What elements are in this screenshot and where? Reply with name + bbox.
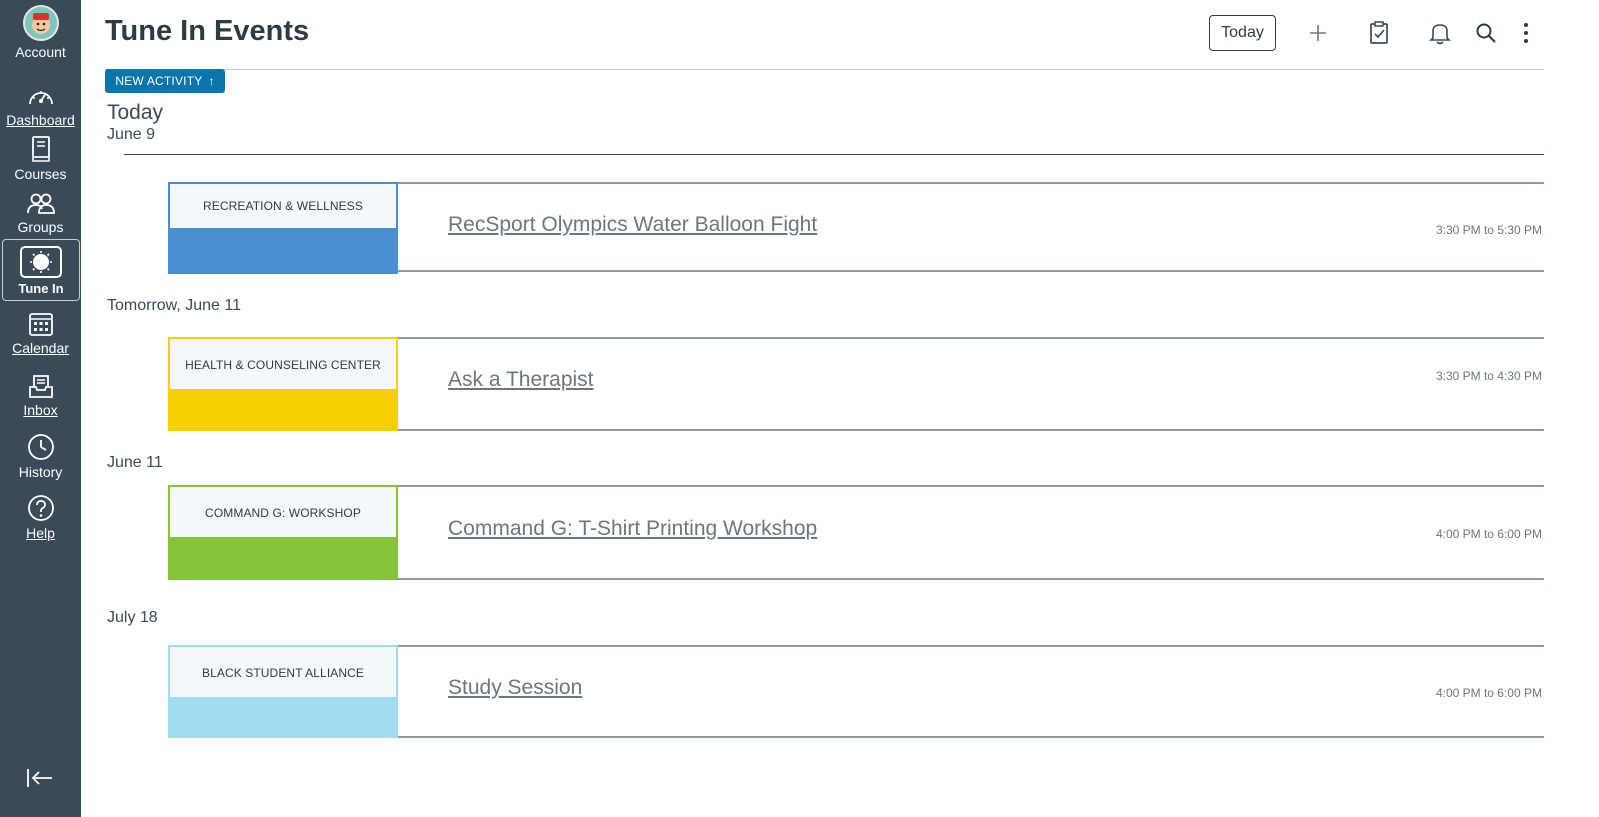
nav-help[interactable]: Help: [0, 494, 81, 541]
nav-inbox[interactable]: Inbox: [0, 373, 81, 418]
nav-dashboard[interactable]: Dashboard: [0, 85, 81, 128]
course-card: COMMAND G: WORKSHOP: [168, 485, 398, 580]
nav-groups-label: Groups: [17, 219, 64, 235]
today-divider: [124, 154, 1544, 155]
nav-inbox-label: Inbox: [23, 402, 58, 418]
nav-tunein[interactable]: Tune In: [2, 239, 80, 301]
plus-icon: [1310, 25, 1326, 41]
nav-history-label: History: [18, 464, 63, 480]
calendar-icon: [28, 313, 53, 336]
row-top-border: [398, 645, 1544, 647]
event-title-link[interactable]: RecSport Olympics Water Balloon Fight: [448, 213, 818, 236]
event-time: 3:30 PM to 5:30 PM: [1435, 223, 1542, 237]
nav-courses-label: Courses: [14, 166, 67, 182]
notifications-button[interactable]: [1427, 20, 1453, 46]
course-color-bar: [168, 697, 398, 738]
event-title-link[interactable]: Study Session: [448, 676, 583, 699]
event-title-link[interactable]: Ask a Therapist: [448, 368, 594, 391]
new-activity-button[interactable]: NEW ACTIVITY ↑: [105, 69, 225, 93]
avatar-icon: [24, 7, 57, 39]
collapse-nav-button[interactable]: [25, 766, 55, 790]
planner-header: Tune In Events Today: [105, 0, 1544, 70]
clock-icon: [27, 434, 54, 460]
nav-courses[interactable]: Courses: [0, 135, 81, 182]
row-top-border: [398, 337, 1544, 339]
course-card: HEALTH & COUNSELING CENTER: [168, 337, 398, 431]
event-row: RECREATION & WELLNESS RecSport Olympics …: [168, 182, 1544, 274]
help-icon: [27, 495, 54, 521]
row-bottom-border: [398, 270, 1544, 272]
day-heading: Tomorrow, June 11: [107, 297, 241, 314]
course-name: RECREATION & WELLNESS: [203, 199, 363, 213]
todo-icon: [1370, 21, 1388, 44]
nav-calendar[interactable]: Calendar: [0, 311, 81, 356]
course-name: HEALTH & COUNSELING CENTER: [185, 358, 381, 372]
tunein-icon: [30, 251, 52, 273]
event-row: BLACK STUDENT ALLIANCE Study Session 4:0…: [168, 645, 1544, 738]
search-button[interactable]: [1473, 20, 1499, 46]
nav-calendar-label: Calendar: [12, 340, 69, 356]
inbox-icon: [28, 375, 53, 398]
search-icon: [1476, 23, 1496, 43]
todo-list-button[interactable]: [1366, 20, 1392, 46]
event-time: 4:00 PM to 6:00 PM: [1435, 686, 1542, 700]
course-color-bar: [168, 389, 398, 431]
course-color-bar: [168, 228, 398, 274]
event-row: HEALTH & COUNSELING CENTER Ask a Therapi…: [168, 337, 1544, 431]
bell-icon: [1429, 24, 1451, 45]
nav-dashboard-label: Dashboard: [6, 112, 75, 128]
add-todo-button[interactable]: [1305, 20, 1331, 46]
course-name: BLACK STUDENT ALLIANCE: [201, 666, 365, 680]
event-row: COMMAND G: WORKSHOP Command G: T-Shirt P…: [168, 485, 1544, 580]
tunein-icon-box: [20, 246, 62, 278]
avatar: [22, 5, 59, 41]
course-card: BLACK STUDENT ALLIANCE: [168, 645, 398, 738]
day-heading: July 18: [107, 609, 158, 626]
course-color-bar: [168, 537, 398, 580]
book-icon: [31, 136, 50, 162]
row-top-border: [398, 182, 1544, 184]
groups-icon: [26, 193, 55, 214]
kebab-menu-icon: [1524, 23, 1528, 43]
row-bottom-border: [398, 429, 1544, 431]
more-options-button[interactable]: [1513, 20, 1539, 46]
page-title: Tune In Events: [105, 15, 310, 47]
row-bottom-border: [398, 736, 1544, 738]
nav-account[interactable]: Account: [0, 5, 81, 60]
global-nav: Account Dashboard Courses Groups: [0, 0, 81, 817]
collapse-icon: [27, 769, 52, 787]
today-button[interactable]: Today: [1209, 15, 1276, 51]
event-time: 4:00 PM to 6:00 PM: [1435, 527, 1542, 541]
nav-help-label: Help: [26, 525, 55, 541]
dashboard-icon: [28, 91, 53, 105]
day-heading: Today: [107, 101, 164, 124]
course-card: RECREATION & WELLNESS: [168, 182, 398, 274]
course-name: COMMAND G: WORKSHOP: [205, 506, 361, 520]
new-activity-label: NEW ACTIVITY: [115, 74, 203, 88]
row-top-border: [398, 485, 1544, 487]
event-time: 3:30 PM to 4:30 PM: [1435, 369, 1542, 383]
day-subheading: June 9: [107, 126, 156, 143]
nav-account-label: Account: [15, 44, 66, 60]
nav-groups[interactable]: Groups: [0, 192, 81, 235]
day-heading: June 11: [107, 454, 163, 471]
nav-history[interactable]: History: [0, 433, 81, 480]
arrow-up-icon: ↑: [208, 74, 215, 88]
row-bottom-border: [398, 578, 1544, 580]
nav-tunein-label: Tune In: [18, 281, 64, 296]
event-title-link[interactable]: Command G: T-Shirt Printing Workshop: [448, 517, 818, 540]
